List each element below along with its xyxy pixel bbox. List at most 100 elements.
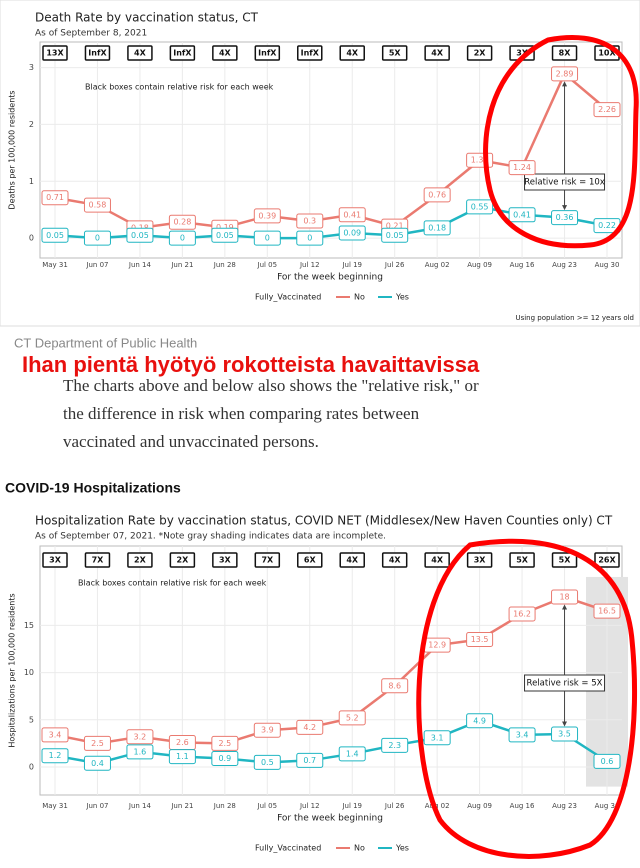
- data-label-text: 0: [95, 234, 100, 243]
- risk-label: 4X: [219, 49, 232, 58]
- data-label-box: [338, 746, 366, 762]
- risk-box-frame: [169, 552, 196, 568]
- data-label: 2.5: [211, 735, 239, 751]
- data-label: 5.2: [338, 710, 366, 726]
- x-tick-label: Aug 30: [595, 802, 620, 810]
- risk-box: 5X: [551, 552, 578, 568]
- data-label-text: 3.9: [261, 726, 274, 735]
- legend-title: Fully_Vaccinated: [255, 293, 321, 302]
- risk-label: 2X: [134, 556, 147, 565]
- data-label: 1.4: [338, 746, 366, 762]
- data-label: 0.5: [253, 754, 281, 770]
- source: CT Department of Public Health: [14, 335, 197, 350]
- data-label-text: 1.6: [134, 747, 147, 756]
- chart-subtitle: As of September 8, 2021: [35, 29, 147, 39]
- data-label: 2.5: [83, 735, 111, 751]
- legend-label: No: [354, 844, 365, 853]
- y-tick-label: 10: [24, 668, 34, 677]
- data-label-text: 0.28: [173, 218, 191, 227]
- data-label-text: 0.41: [513, 210, 531, 219]
- data-label-box: [41, 748, 69, 764]
- data-label-text: 0.18: [428, 223, 446, 232]
- data-label: 1.1: [168, 749, 196, 765]
- x-tick-label: Jul 12: [299, 261, 320, 269]
- data-label-text: 3.5: [558, 729, 571, 738]
- data-label: 0: [168, 230, 196, 246]
- data-label-text: 2.89: [556, 69, 574, 78]
- risk-box: 13X: [42, 45, 68, 61]
- data-label-box: [593, 753, 621, 769]
- x-tick-label: Jul 26: [384, 802, 405, 810]
- data-label-box: [381, 678, 409, 694]
- data-label-text: 0.05: [386, 231, 404, 240]
- data-label-box: [551, 726, 579, 742]
- risk-box-frame: [339, 552, 365, 568]
- risk-label: 13X: [46, 49, 64, 58]
- data-label: 0: [83, 230, 111, 246]
- data-label-text: 2.5: [218, 739, 231, 748]
- data-label-text: 0.9: [218, 754, 231, 763]
- data-label-box: [211, 227, 239, 243]
- risk-label: 5X: [559, 556, 572, 565]
- risk-box: 4X: [339, 552, 365, 568]
- risk-box: 2X: [466, 45, 493, 61]
- risk-label: 4X: [346, 556, 359, 565]
- risk-box-frame: [127, 45, 153, 61]
- x-tick-label: Aug 23: [552, 261, 577, 269]
- data-label: 4.9: [466, 713, 494, 729]
- data-label-box: [211, 735, 239, 751]
- risk-label: 6X: [304, 556, 317, 565]
- data-label-text: 3.4: [516, 730, 529, 739]
- data-label-text: 1.37: [471, 156, 489, 165]
- x-tick-label: Jun 21: [170, 261, 193, 269]
- data-label-box: [466, 199, 494, 215]
- risk-box-frame: [297, 45, 323, 61]
- risk-box: 4X: [339, 45, 365, 61]
- data-label-text: 0.05: [131, 231, 149, 240]
- data-label-text: 1.24: [513, 163, 531, 172]
- caption: Using population >= 12 years old: [515, 314, 634, 322]
- risk-label: 4X: [346, 49, 359, 58]
- data-label-box: [551, 66, 579, 82]
- risk-box: InfX: [84, 45, 111, 61]
- risk-box: 5X: [381, 45, 408, 61]
- data-label: 2.6: [168, 734, 196, 750]
- y-tick-label: 5: [29, 715, 34, 724]
- legend-label: No: [354, 293, 365, 302]
- data-label: 0.55: [466, 199, 494, 215]
- data-label-text: 5.2: [346, 713, 359, 722]
- x-tick-label: Jul 26: [384, 261, 405, 269]
- data-label-box: [466, 632, 494, 648]
- risk-label: 26X: [598, 556, 616, 565]
- x-tick-label: May 31: [42, 261, 68, 269]
- legend-title: Fully_Vaccinated: [255, 844, 321, 853]
- data-label-text: 0.22: [598, 221, 616, 230]
- data-label: 16.2: [508, 606, 536, 622]
- data-label: 0.3: [296, 213, 324, 229]
- x-tick-label: Jun 07: [85, 802, 108, 810]
- data-label-box: [338, 225, 366, 241]
- risk-box-frame: [127, 552, 153, 568]
- data-label-box: [296, 213, 324, 229]
- data-label: 3.4: [41, 727, 69, 743]
- risk-label: 3X: [49, 556, 62, 565]
- y-tick-label: 1: [29, 177, 34, 186]
- risk-annotation: Relative risk = 5X: [527, 679, 603, 689]
- data-label-box: [508, 207, 536, 223]
- risk-box-frame: [424, 45, 450, 61]
- risk-box: InfX: [169, 45, 196, 61]
- data-label-text: 0.19: [216, 223, 234, 232]
- note: Black boxes contain relative risk for ea…: [78, 579, 267, 588]
- risk-label: 4X: [431, 556, 444, 565]
- data-label: 0.09: [338, 225, 366, 241]
- data-label-text: 0.3: [303, 217, 316, 226]
- charts: Death Rate by vaccination status, CT As o…: [8, 11, 635, 853]
- y-axis-title: Deaths per 100,000 residents: [8, 90, 17, 209]
- data-label-text: 0.05: [216, 231, 234, 240]
- data-label: 12.9: [423, 637, 451, 653]
- data-label-text: 16.5: [598, 607, 616, 616]
- data-label-box: [83, 735, 111, 751]
- data-label-text: 0.41: [343, 210, 361, 219]
- risk-box: 6X: [297, 552, 323, 568]
- data-label-text: 0.09: [343, 228, 361, 237]
